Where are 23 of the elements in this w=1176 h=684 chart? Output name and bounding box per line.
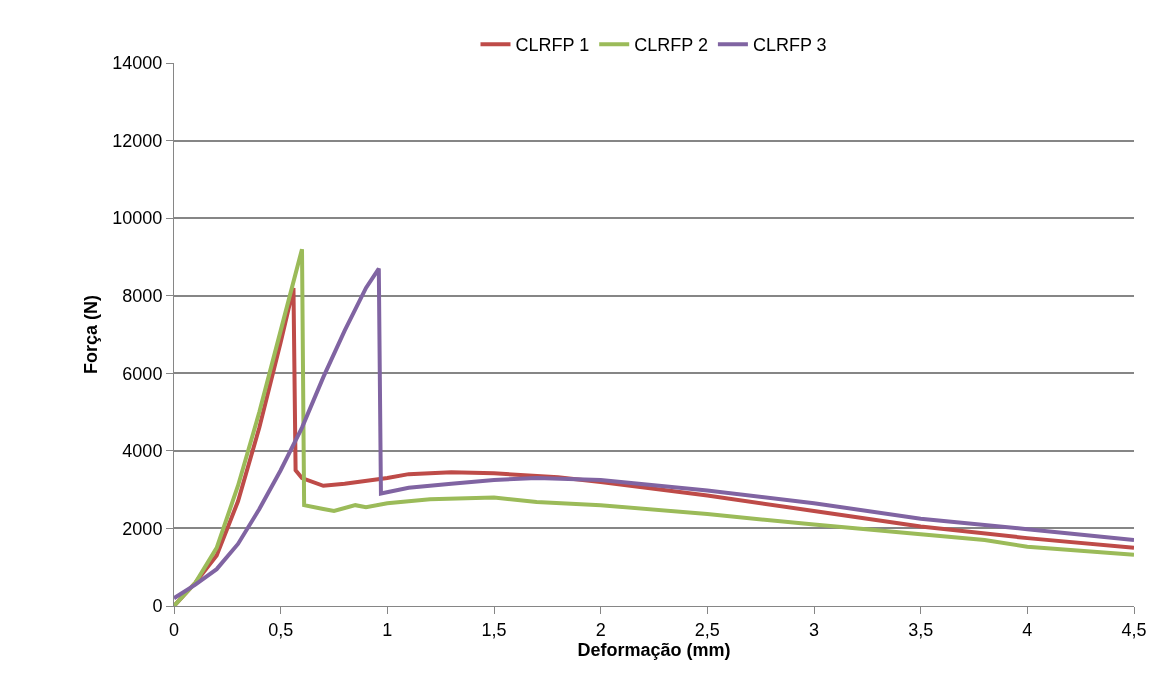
y-tick-label: 8000	[122, 286, 163, 307]
y-tick-label: 12000	[112, 130, 163, 151]
x-tick-label: 2,5	[694, 619, 720, 640]
x-tick-label: 3	[808, 619, 820, 640]
y-tick-label: 0	[152, 596, 163, 617]
y-axis-title: Força (N)	[80, 294, 101, 375]
x-tick-label: 2	[595, 619, 606, 640]
legend-label: CLRFP 3	[752, 35, 827, 56]
y-tick-label: 4000	[122, 441, 163, 462]
x-tick-label: 3,5	[908, 619, 934, 640]
x-axis-title: Deformação (mm)	[577, 639, 731, 660]
x-tick-label: 1,5	[481, 619, 507, 640]
y-tick-label: 6000	[122, 363, 163, 384]
x-tick-label: 0	[168, 619, 180, 640]
x-tick-label: 4	[1022, 619, 1033, 640]
y-tick-label: 10000	[112, 208, 163, 229]
legend-label: CLRFP 2	[634, 35, 708, 56]
x-tick-label: 1	[382, 619, 393, 640]
y-tick-label: 14000	[112, 53, 163, 74]
x-tick-label: 0,5	[268, 619, 294, 640]
legend-label: CLRFP 1	[515, 35, 590, 56]
x-tick-label: 4,5	[1121, 619, 1147, 640]
y-tick-label: 2000	[122, 518, 163, 539]
